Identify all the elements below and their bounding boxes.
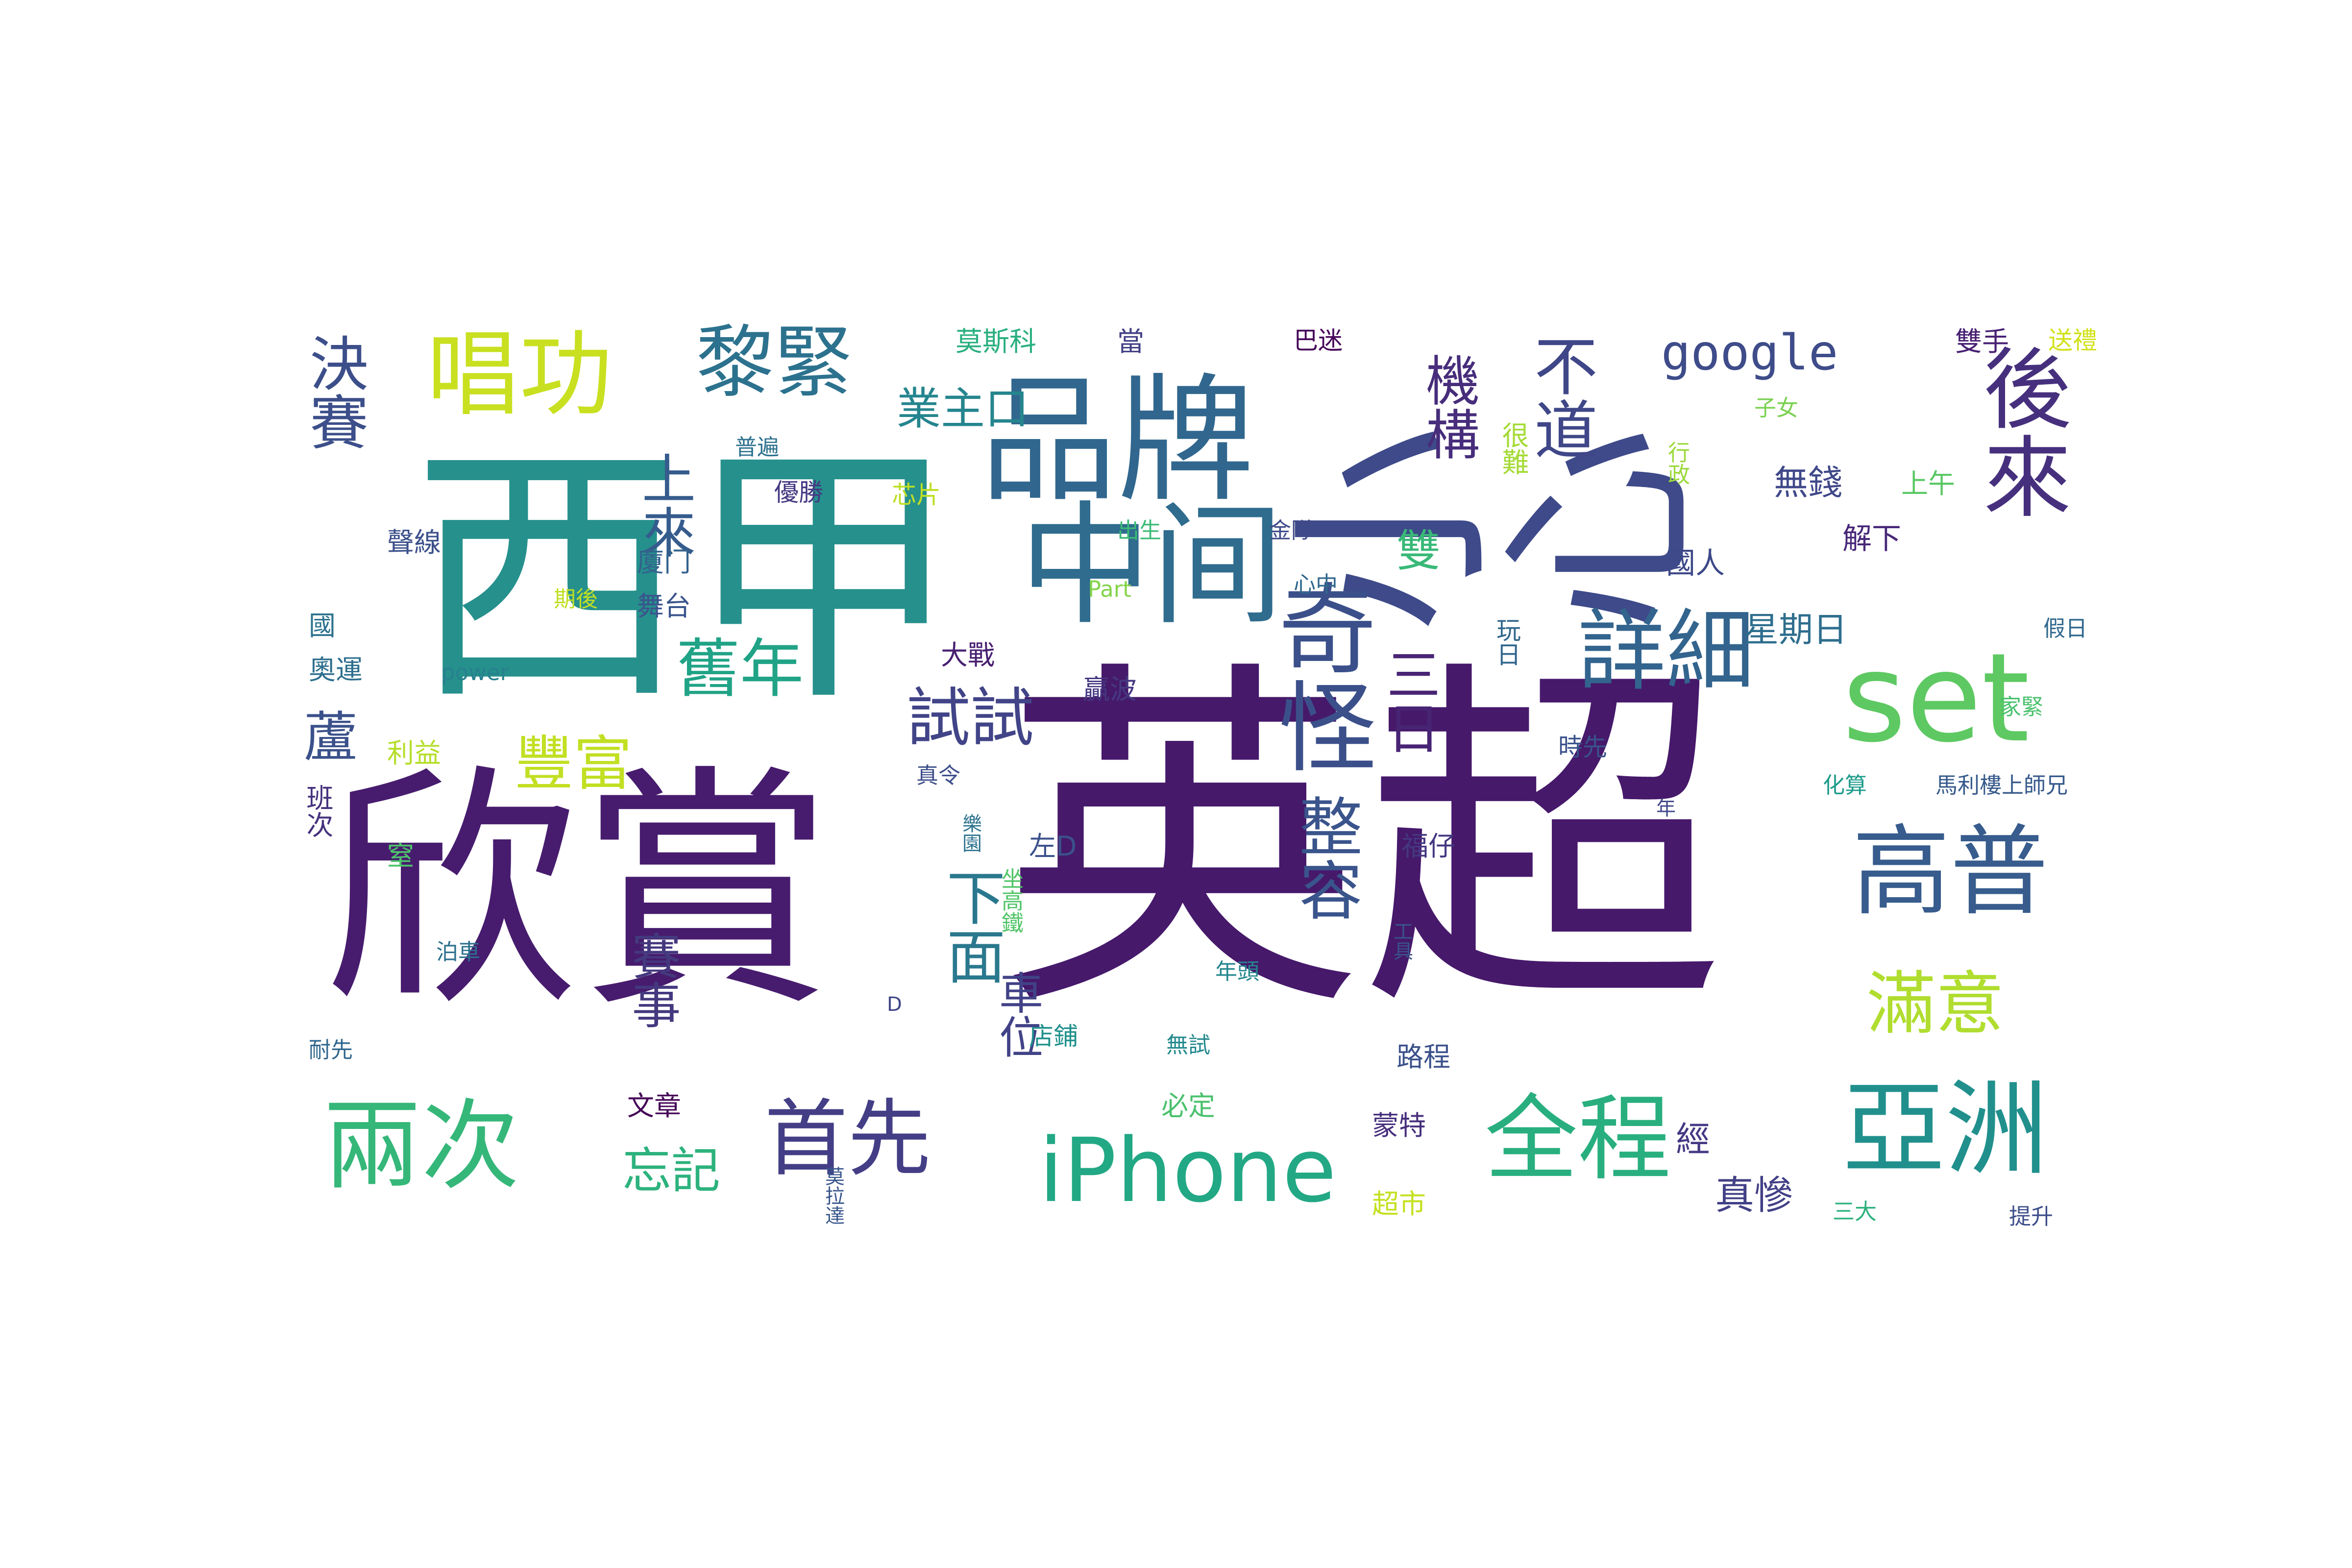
word-chusheng: 出生: [1117, 517, 1162, 543]
word-jiari: 假日: [2043, 615, 2088, 641]
word-sanri: 三日: [1377, 647, 1440, 755]
word-aoyun: 奧運: [309, 654, 363, 686]
word-wuqian: 無錢: [1774, 463, 1842, 503]
word-jing: 經: [1676, 1119, 1710, 1159]
word-zhi: 窒: [387, 840, 415, 872]
word-wenzhang: 文章: [627, 1090, 682, 1122]
word-zuod: 左D: [1029, 831, 1077, 862]
word-jiexia: 解下: [1842, 522, 1901, 556]
word-mengte: 蒙特: [1372, 1110, 1426, 1141]
word-guo: 國: [309, 610, 336, 641]
word-manyi: 滿意: [1867, 964, 2005, 1044]
word-zuogaotie: 坐高鐵: [998, 867, 1024, 933]
word-yingchao: 英超: [1000, 632, 1725, 1054]
word-dang: 當: [1117, 326, 1145, 357]
word-liangci: 兩次: [323, 1089, 520, 1203]
word-xingqiri: 星期日: [1744, 610, 1847, 650]
word-dianpu: 店鋪: [1029, 1022, 1078, 1051]
word-liyi: 利益: [387, 737, 441, 769]
word-leyuan: 樂園: [959, 813, 981, 853]
word-jindui: 金隊: [1269, 517, 1314, 543]
word-saishi: 賽事: [623, 931, 681, 1029]
word-set: set: [1842, 627, 2030, 769]
word-fengfu: 豐富: [514, 730, 632, 798]
word-quancheng: 全程: [1485, 1085, 1671, 1193]
word-gongju: 工具: [1390, 921, 1413, 960]
word-google: google: [1661, 324, 1838, 381]
word-yezhu: 業主口: [897, 383, 1029, 435]
word-juesai: 決賽: [299, 333, 368, 451]
word-qihou: 期後: [554, 586, 598, 612]
word-wangji: 忘記: [622, 1142, 720, 1200]
word-wushi: 無試: [1166, 1032, 1211, 1058]
word-fuzai: 福仔: [1401, 831, 1456, 862]
word-pubian: 普遍: [735, 434, 780, 460]
word-lu: 蘆: [304, 706, 358, 769]
word-jigou: 機構: [1417, 353, 1479, 461]
word-lucheng: 路程: [1396, 1041, 1451, 1073]
word-zhenling: 真令: [916, 762, 961, 788]
word-iphone: iPhone: [1039, 1120, 1337, 1222]
word-nian: 年: [1656, 797, 1676, 820]
word-sanda: 三大: [1833, 1199, 1877, 1225]
word-shuangshou: 雙手: [1955, 326, 2009, 357]
word-qiguai: 奇怪: [1261, 578, 1375, 774]
word-xingzheng: 行政: [1664, 441, 1690, 485]
word-guoren: 國人: [1666, 546, 1725, 581]
word-shishi: 試試: [906, 681, 1034, 755]
word-xijia: 西甲: [412, 418, 960, 738]
word-yousheng: 優勝: [774, 478, 823, 507]
word-part: Part: [1088, 576, 1131, 602]
word-budao: 不道: [1523, 333, 1598, 461]
word-zhongjian: 中间: [1019, 489, 1284, 643]
word-dazhan: 大戰: [941, 639, 995, 671]
word-zinv: 子女: [1754, 395, 1799, 421]
word-d: D: [887, 993, 902, 1016]
word-shengxian: 聲線: [387, 527, 441, 558]
word-xinshang: 欣賞: [323, 743, 833, 1040]
word-naixian: 耐先: [309, 1037, 353, 1063]
word-zhencan: 真慘: [1715, 1173, 1793, 1218]
word-jiunian: 舊年: [676, 632, 804, 706]
word-shouxian: 首先: [764, 1091, 931, 1188]
word-gaopu: 高普: [1852, 815, 2049, 929]
word-wanri: 玩日: [1493, 617, 1521, 666]
word-mosike: 莫斯科: [956, 326, 1037, 357]
word-zhengrong: 整容: [1288, 794, 1363, 921]
word-xiamen: 廈门: [637, 546, 691, 578]
word-huasuan: 化算: [1823, 772, 1867, 798]
word-malilou: 馬利樓上師兄: [1936, 772, 2068, 798]
word-yazhou: 亞洲: [1842, 1069, 2049, 1189]
word-xiangxi: 詳細: [1578, 600, 1755, 703]
word-xinzhong: 心中: [1294, 571, 1338, 597]
word-changgong: 唱功: [426, 320, 613, 429]
word-xinpian: 芯片: [892, 481, 941, 509]
word-jiajin: 家緊: [1999, 694, 2044, 720]
word-laijin: 黎緊: [696, 317, 853, 408]
word-bami: 巴迷: [1294, 326, 1343, 355]
word-chewei: 車位: [991, 970, 1043, 1058]
word-tisheng: 提升: [2009, 1203, 2054, 1229]
word-banci: 班次: [302, 784, 333, 838]
word-xiamian: 下面: [936, 867, 1004, 985]
word-shuang: 雙: [1396, 525, 1441, 577]
word-chaoshi: 超市: [1372, 1188, 1426, 1220]
word-molada: 莫拉達: [822, 1166, 844, 1225]
word-hennan: 很難: [1497, 421, 1529, 475]
word-yingbo: 贏波: [1083, 674, 1137, 705]
word-shixian: 時先: [1558, 733, 1607, 761]
word-shangwu: 上午: [1901, 468, 1956, 499]
word-pinpai: 品牌: [980, 361, 1254, 521]
word-biding: 必定: [1161, 1090, 1216, 1122]
word-songli: 送禮: [2048, 326, 2097, 355]
word-houlai: 後來: [1968, 343, 2070, 519]
word-wutai: 舞台: [637, 590, 691, 622]
word-power: power: [441, 660, 510, 686]
word-shanglai: 上來: [633, 451, 695, 559]
word-boche: 泊車: [436, 939, 481, 965]
word-niantou: 年頭: [1215, 958, 1260, 984]
